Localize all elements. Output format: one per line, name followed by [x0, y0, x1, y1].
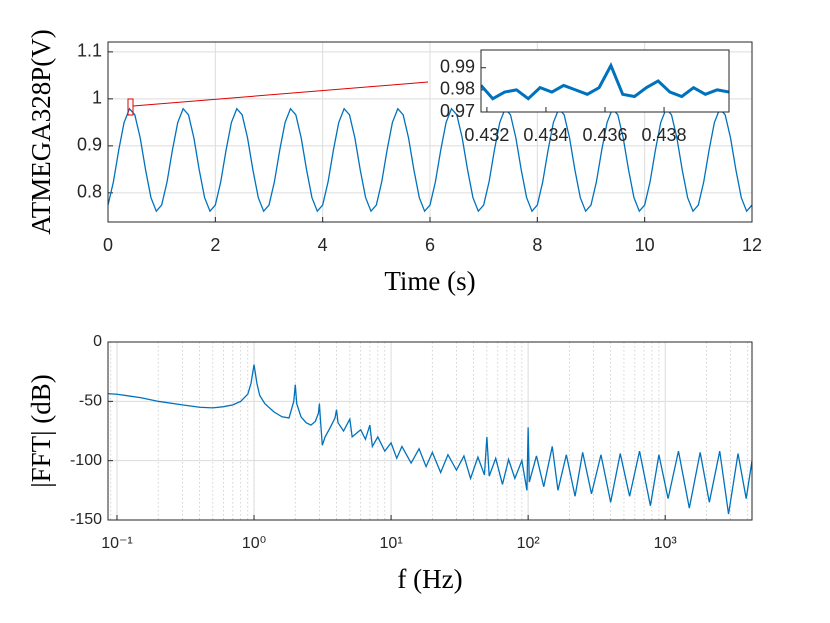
y-tick-label: 0.9 — [77, 135, 102, 155]
axes-box — [480, 49, 730, 113]
x-tick-label: 10⁻¹ — [101, 535, 133, 552]
x-tick-label: 0.434 — [523, 125, 568, 145]
axes-box — [107, 341, 753, 521]
y-tick-label: 1.1 — [77, 41, 102, 61]
x-tick-label: 10 — [635, 235, 655, 255]
x-tick-label: 10³ — [654, 535, 678, 552]
x-axis-label: Time (s) — [384, 266, 475, 296]
data-line — [108, 107, 752, 213]
y-tick-label: 1 — [92, 88, 102, 108]
x-axis-label: f (Hz) — [397, 564, 462, 594]
x-tick-label: 12 — [742, 235, 762, 255]
x-tick-label: 8 — [532, 235, 542, 255]
x-tick-label: 4 — [318, 235, 328, 255]
x-tick-label: 10¹ — [380, 535, 403, 552]
y-tick-label: 0.99 — [440, 56, 475, 76]
x-tick-label: 0.438 — [642, 125, 687, 145]
zoom-connector — [132, 81, 429, 107]
x-tick-label: 10² — [517, 535, 541, 552]
x-tick-label: 2 — [210, 235, 220, 255]
x-tick-label: 6 — [425, 235, 435, 255]
x-tick-label: 0.432 — [464, 125, 509, 145]
axes-box — [107, 41, 753, 223]
axes-background — [108, 342, 752, 520]
zoom-region — [127, 98, 134, 116]
y-tick-label: -150 — [70, 511, 102, 528]
y-tick-label: 0.8 — [77, 182, 102, 202]
y-tick-label: 0 — [93, 333, 102, 350]
x-tick-label: 0 — [103, 235, 113, 255]
y-tick-label: -100 — [70, 452, 102, 469]
axes-background — [481, 50, 729, 112]
x-tick-label: 0.436 — [582, 125, 627, 145]
x-tick-label: 10⁰ — [242, 535, 266, 552]
y-tick-label: 0.97 — [440, 101, 475, 121]
y-tick-label: -50 — [79, 393, 102, 410]
y-axis-label: |FFT| (dB) — [26, 374, 56, 488]
y-axis-label: ATMEGA328P(V) — [26, 29, 56, 235]
data-line — [481, 61, 729, 101]
data-line — [108, 364, 752, 515]
y-tick-label: 0.98 — [440, 79, 475, 99]
